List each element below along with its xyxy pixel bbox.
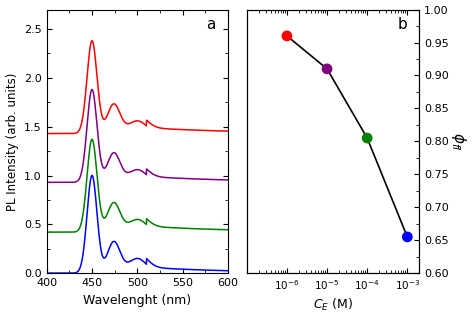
Point: [403, 234, 411, 240]
Point: [283, 33, 291, 39]
Point: [323, 66, 331, 71]
Y-axis label: PL Intensity (arb. units): PL Intensity (arb. units): [6, 72, 18, 211]
X-axis label: $C_E$ (M): $C_E$ (M): [313, 297, 353, 314]
Text: b: b: [398, 18, 407, 33]
X-axis label: Wavelenght (nm): Wavelenght (nm): [83, 293, 191, 307]
Text: a: a: [206, 18, 215, 33]
Y-axis label: $\phi_{fl}$: $\phi_{fl}$: [449, 132, 468, 151]
Point: [364, 136, 371, 141]
